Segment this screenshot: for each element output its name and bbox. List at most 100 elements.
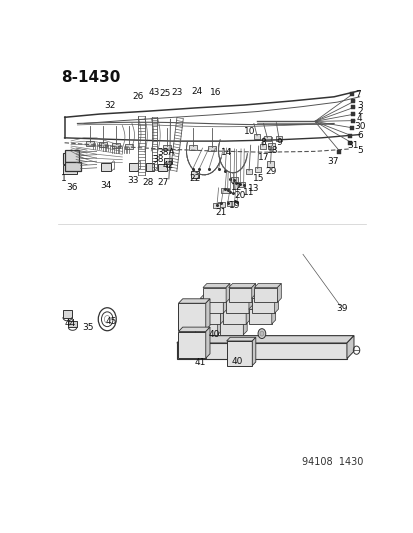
Text: 22: 22 [188, 174, 199, 183]
Polygon shape [220, 316, 247, 320]
FancyBboxPatch shape [63, 154, 76, 164]
Polygon shape [251, 284, 255, 302]
Text: 18: 18 [267, 146, 278, 155]
Text: 28: 28 [142, 177, 153, 187]
Polygon shape [197, 305, 224, 309]
Bar [164, 158, 172, 164]
Bar [125, 143, 132, 149]
Bar [200, 298, 223, 313]
Bar [112, 143, 119, 148]
Text: 16: 16 [209, 88, 221, 97]
Bar [226, 341, 252, 366]
Polygon shape [176, 336, 353, 343]
Text: 30: 30 [353, 122, 365, 131]
Bar [228, 287, 251, 302]
Bar [275, 136, 281, 141]
Bar [251, 298, 274, 313]
Circle shape [257, 329, 265, 338]
Text: 35: 35 [82, 323, 93, 332]
Polygon shape [252, 337, 255, 366]
Polygon shape [225, 284, 230, 302]
Bar [86, 141, 94, 146]
Text: 6: 6 [356, 131, 362, 140]
Bar [178, 332, 205, 358]
Bar [213, 204, 220, 208]
Polygon shape [277, 284, 281, 302]
Polygon shape [245, 305, 249, 324]
Bar [202, 287, 225, 302]
Polygon shape [251, 294, 278, 298]
Text: 36: 36 [66, 183, 77, 192]
Text: 34: 34 [100, 181, 112, 190]
Text: 15: 15 [252, 174, 264, 183]
Text: 29: 29 [265, 167, 277, 176]
Text: 7: 7 [354, 90, 360, 99]
Bar [189, 145, 196, 150]
Text: 9: 9 [276, 138, 282, 147]
Text: 3: 3 [356, 101, 362, 109]
Text: 5: 5 [356, 147, 362, 156]
Text: 12: 12 [230, 183, 241, 191]
Bar [208, 146, 216, 151]
Bar [237, 182, 244, 187]
Bar [64, 161, 81, 171]
Polygon shape [217, 316, 221, 335]
Text: 19: 19 [228, 200, 240, 209]
Text: 23: 23 [171, 88, 183, 97]
Text: 32: 32 [104, 101, 116, 110]
Text: 40: 40 [231, 357, 242, 366]
Polygon shape [202, 284, 230, 287]
Text: 38A: 38A [157, 148, 174, 157]
Text: 39: 39 [335, 304, 347, 313]
Bar [194, 320, 217, 335]
Text: 41: 41 [194, 358, 205, 367]
Text: 17: 17 [257, 153, 268, 162]
Polygon shape [228, 284, 255, 287]
Polygon shape [248, 294, 252, 313]
Bar [146, 163, 154, 171]
Polygon shape [223, 305, 249, 309]
Text: 43: 43 [148, 88, 159, 97]
Bar [128, 163, 138, 171]
Text: 25: 25 [159, 89, 171, 98]
Polygon shape [254, 284, 281, 287]
Bar [218, 202, 225, 207]
Bar [267, 161, 273, 166]
Text: 94108  1430: 94108 1430 [301, 457, 362, 467]
Polygon shape [194, 316, 221, 320]
Bar [178, 303, 205, 330]
Bar [230, 177, 237, 182]
Text: 26: 26 [133, 92, 144, 101]
Bar [268, 143, 274, 149]
Text: 11: 11 [242, 188, 254, 197]
Bar [226, 201, 233, 206]
Bar [63, 310, 72, 318]
Bar [191, 171, 199, 178]
Bar [263, 136, 270, 141]
Polygon shape [346, 336, 353, 359]
Polygon shape [220, 305, 224, 324]
Bar [253, 134, 260, 139]
Bar [223, 309, 245, 324]
Polygon shape [200, 294, 227, 298]
Bar [197, 309, 220, 324]
Text: 31: 31 [347, 141, 358, 150]
Text: 8: 8 [260, 138, 266, 147]
Text: 38: 38 [152, 155, 163, 164]
Bar [176, 343, 346, 359]
Bar [254, 166, 260, 172]
Text: 42: 42 [162, 161, 173, 170]
Polygon shape [243, 316, 247, 335]
Bar [163, 145, 171, 150]
Text: 33: 33 [126, 176, 138, 185]
Bar [101, 163, 111, 172]
Text: 20: 20 [234, 191, 245, 200]
Bar [245, 168, 252, 174]
Polygon shape [178, 327, 209, 332]
Polygon shape [248, 305, 275, 309]
Polygon shape [225, 294, 252, 298]
Text: 40: 40 [209, 330, 220, 340]
Text: 8-1430: 8-1430 [61, 70, 121, 85]
Bar [221, 188, 228, 193]
Text: 45: 45 [105, 317, 116, 326]
